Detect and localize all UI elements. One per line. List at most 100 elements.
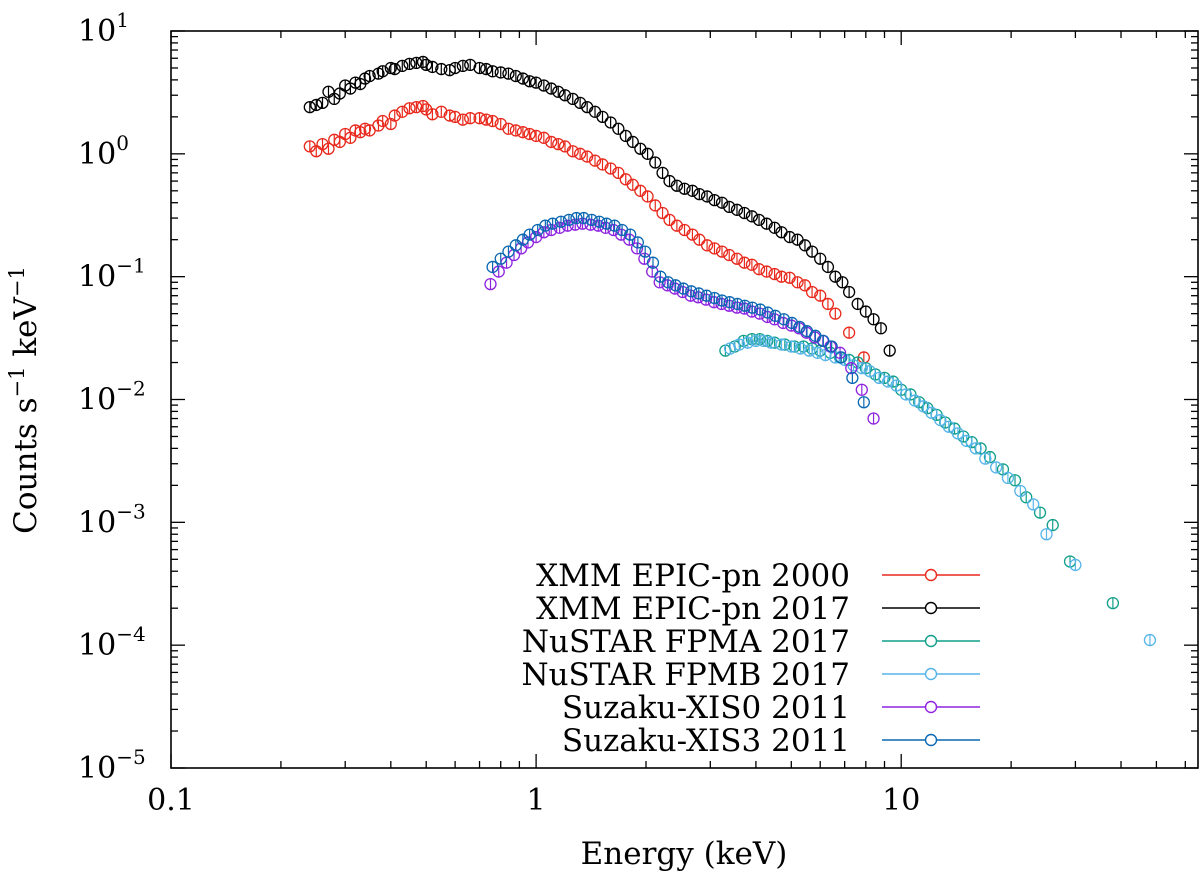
data-point	[593, 215, 606, 228]
data-point	[768, 221, 781, 234]
data-point	[811, 346, 824, 359]
data-point	[473, 112, 486, 125]
data-point	[745, 258, 759, 271]
data-point	[842, 326, 856, 339]
legend-marker	[924, 733, 938, 747]
legend-entry: Suzaku-XIS3 2011	[562, 723, 980, 759]
data-point	[435, 62, 448, 76]
data-point	[805, 245, 819, 258]
data-point	[464, 112, 477, 125]
y-axis-label: Counts s−1 keV−1	[5, 266, 44, 534]
data-point	[741, 336, 754, 349]
data-point	[723, 200, 736, 214]
data-point	[730, 252, 744, 265]
series-0	[303, 99, 870, 364]
data-point	[821, 260, 835, 274]
data-point	[899, 388, 913, 401]
data-point	[492, 265, 505, 278]
legend-marker	[924, 601, 938, 615]
data-point	[951, 427, 965, 440]
data-point	[859, 305, 872, 318]
data-point	[785, 316, 799, 330]
data-point	[738, 256, 751, 269]
data-point	[836, 276, 849, 289]
data-point	[372, 119, 385, 132]
data-point	[486, 260, 499, 274]
data-point	[730, 203, 744, 216]
data-point	[502, 245, 515, 258]
x-axis-label: Energy (keV)	[581, 836, 788, 872]
legend-entry: XMM EPIC-pn 2017	[536, 591, 980, 627]
data-point	[546, 217, 559, 230]
x-tick-label: 1	[527, 783, 546, 818]
data-point	[626, 178, 639, 191]
data-point	[1106, 596, 1120, 610]
data-point	[678, 182, 691, 195]
data-point	[1014, 484, 1027, 498]
data-point	[596, 110, 609, 124]
data-point	[761, 306, 774, 319]
data-point	[600, 217, 613, 230]
data-point	[596, 158, 609, 171]
data-point	[612, 122, 625, 135]
data-point	[509, 124, 522, 137]
y-tick-base: 10	[78, 137, 116, 172]
data-point	[700, 239, 714, 252]
y-tick-label: 101	[78, 8, 129, 49]
legend-label: Suzaku-XIS0 2011	[562, 690, 850, 726]
data-point	[641, 190, 654, 203]
data-markers	[303, 55, 1157, 647]
y-axis-label-exp1: −1	[5, 366, 29, 397]
data-point	[649, 199, 662, 212]
legend-label: NuSTAR FPMA 2017	[522, 624, 850, 660]
data-point	[775, 270, 788, 283]
legend-marker	[924, 667, 938, 681]
data-point	[1046, 518, 1059, 532]
legend-entry: NuSTAR FPMB 2017	[521, 657, 980, 693]
data-point	[817, 334, 830, 348]
data-point	[669, 279, 682, 292]
data-point	[631, 236, 645, 249]
data-point	[484, 277, 497, 291]
data-point	[562, 213, 576, 227]
y-tick-exponent: 0	[116, 131, 129, 155]
data-point	[403, 102, 416, 115]
data-point	[917, 400, 930, 413]
data-point	[821, 297, 835, 311]
legend-entry: NuSTAR FPMA 2017	[522, 624, 980, 660]
data-point	[833, 346, 847, 359]
data-point	[573, 147, 587, 160]
data-point	[516, 126, 530, 139]
data-point	[723, 248, 736, 262]
legend-entry: Suzaku-XIS0 2011	[562, 690, 980, 726]
y-tick-label: 10−1	[78, 254, 146, 295]
data-point	[566, 145, 579, 158]
y-tick-base: 10	[78, 383, 116, 418]
data-point	[700, 289, 713, 302]
data-point	[426, 108, 439, 121]
data-point	[794, 342, 807, 355]
data-point	[685, 285, 698, 298]
data-point	[793, 320, 806, 334]
data-point	[1143, 633, 1157, 647]
data-point	[845, 361, 858, 375]
data-point	[416, 99, 430, 113]
data-point	[785, 340, 798, 353]
data-point	[979, 452, 992, 465]
data-point	[934, 413, 947, 427]
data-point	[403, 57, 416, 71]
data-point	[846, 371, 859, 385]
data-point	[775, 338, 788, 351]
data-point	[619, 129, 632, 143]
data-point	[749, 334, 763, 348]
legend-marker	[924, 568, 938, 582]
y-tick-exponent: −2	[116, 377, 145, 401]
y-axis-label-counts: Counts s	[8, 397, 44, 533]
data-point	[723, 296, 736, 309]
data-point	[798, 279, 812, 292]
data-point	[700, 190, 714, 203]
data-point	[835, 351, 848, 364]
